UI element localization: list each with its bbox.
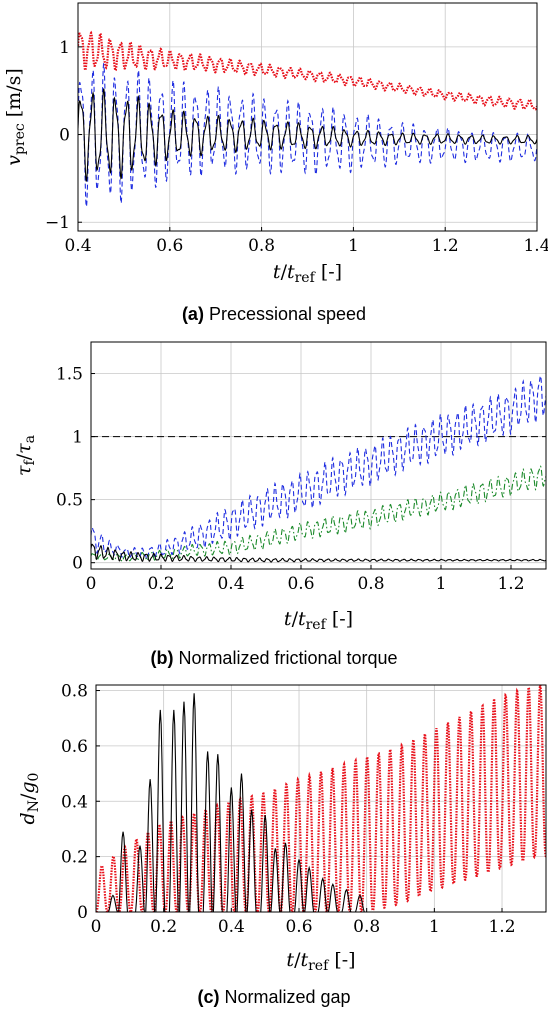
x-tick-label: 1 xyxy=(348,236,359,256)
x-axis-label: t/tref [-] xyxy=(273,261,342,286)
axes-frame xyxy=(77,2,538,232)
y-tick-label: 0.8 xyxy=(61,682,88,702)
y-tick-label: 0.2 xyxy=(61,848,88,868)
y-tick-label: −1 xyxy=(45,213,70,233)
series-line-2 xyxy=(91,465,546,562)
y-tick-label: 0.4 xyxy=(61,792,88,812)
chart-panel-b: 0 0.2 0.4 0.6 0.8 1 1.2 0 0.5 1 1.5 t/tref [-] τf/τa… xyxy=(13,341,547,668)
plot-area xyxy=(96,685,546,912)
x-tick-label: 0.6 xyxy=(285,917,312,937)
y-tick-label: 0.5 xyxy=(56,491,83,511)
y-tick-label: 1 xyxy=(59,38,70,58)
x-tick-label: 1.4 xyxy=(523,236,548,256)
series-line-1 xyxy=(78,30,537,111)
x-tick-label: 0.4 xyxy=(217,574,244,594)
x-tick-label: 1.2 xyxy=(432,236,459,256)
x-tick-label: 0.2 xyxy=(147,574,174,594)
x-tick-label: 0.8 xyxy=(248,236,275,256)
series-line-2 xyxy=(96,693,371,912)
x-tick-label: 0.4 xyxy=(218,917,245,937)
plot-area xyxy=(91,374,546,563)
x-axis-label: t/tref [-] xyxy=(284,608,353,633)
y-tick-label: 0 xyxy=(77,903,88,923)
axes-frame xyxy=(90,341,547,570)
y-axis-label: vprec [m/s] xyxy=(3,68,28,166)
y-tick-label: 1 xyxy=(72,428,83,448)
y-tick-label: 0 xyxy=(72,554,83,574)
series-line-3 xyxy=(78,88,537,182)
panel-caption: (b) Normalized frictional torque xyxy=(150,648,397,668)
x-tick-label: 0.6 xyxy=(287,574,314,594)
chart-panel-c: 0 0.2 0.4 0.6 0.8 1 1.2 0 0.2 0.4 0.6 0.8 t/tref [-]… xyxy=(17,682,547,1007)
series-line-1 xyxy=(96,685,546,912)
y-tick-label: 0.6 xyxy=(61,737,88,757)
series-line-1 xyxy=(91,374,546,561)
series-line-3 xyxy=(91,543,546,563)
x-tick-label: 1.2 xyxy=(497,574,524,594)
x-tick-label: 0.8 xyxy=(353,917,380,937)
grid xyxy=(90,342,546,569)
panel-caption: (a) Precessional speed xyxy=(182,304,366,324)
chart-panel-a: 0.4 0.6 0.8 1 1.2 1.4 −1 0 1 t/tref [-] vprec [m/s… xyxy=(3,2,548,324)
x-tick-label: 1.2 xyxy=(488,917,515,937)
x-axis-label: t/tref [-] xyxy=(286,949,355,974)
y-axis-label: τf/τa xyxy=(13,435,38,476)
x-tick-label: 0.6 xyxy=(156,236,183,256)
x-tick-label: 1 xyxy=(429,917,440,937)
y-tick-label: 1.5 xyxy=(56,365,83,385)
y-tick-label: 0 xyxy=(59,126,70,146)
grid xyxy=(77,3,538,231)
panel-caption: (c) Normalized gap xyxy=(197,987,350,1007)
x-tick-label: 0.4 xyxy=(64,236,91,256)
x-tick-label: 0 xyxy=(86,574,97,594)
x-tick-label: 0.8 xyxy=(357,574,384,594)
x-tick-label: 0.2 xyxy=(150,917,177,937)
y-axis-label: dN/g0 xyxy=(17,773,42,825)
plot-area xyxy=(78,30,537,208)
axes-frame xyxy=(95,684,547,913)
x-tick-label: 1 xyxy=(436,574,447,594)
x-tick-label: 0 xyxy=(91,917,102,937)
